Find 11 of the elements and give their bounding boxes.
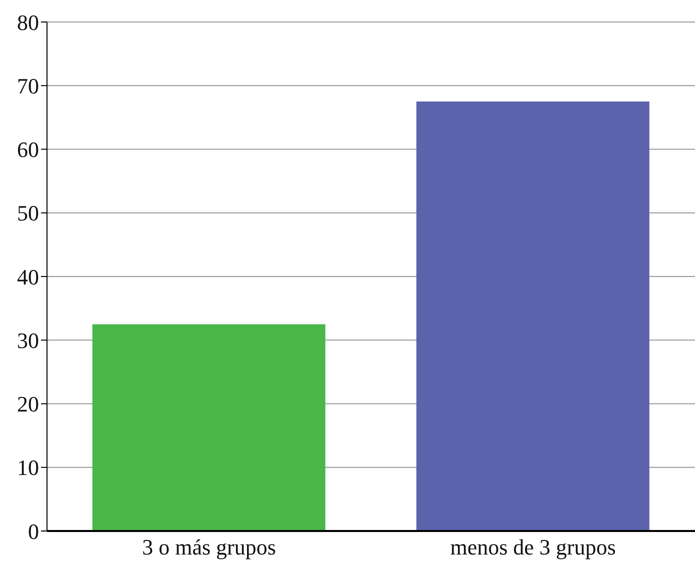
y-tick-label: 60 bbox=[17, 137, 39, 162]
y-tick-label: 30 bbox=[17, 328, 39, 353]
y-tick-label: 70 bbox=[17, 73, 39, 98]
y-tick-label: 0 bbox=[28, 518, 39, 544]
x-tick-label: menos de 3 grupos bbox=[450, 534, 616, 560]
y-tick-label: 50 bbox=[17, 200, 39, 226]
y-tick-label: 10 bbox=[17, 455, 39, 480]
x-tick-label: 3 o más grupos bbox=[142, 534, 276, 560]
y-tick-label: 20 bbox=[17, 392, 39, 417]
y-tick-label: 40 bbox=[17, 264, 39, 290]
y-tick-label: 80 bbox=[17, 10, 39, 35]
